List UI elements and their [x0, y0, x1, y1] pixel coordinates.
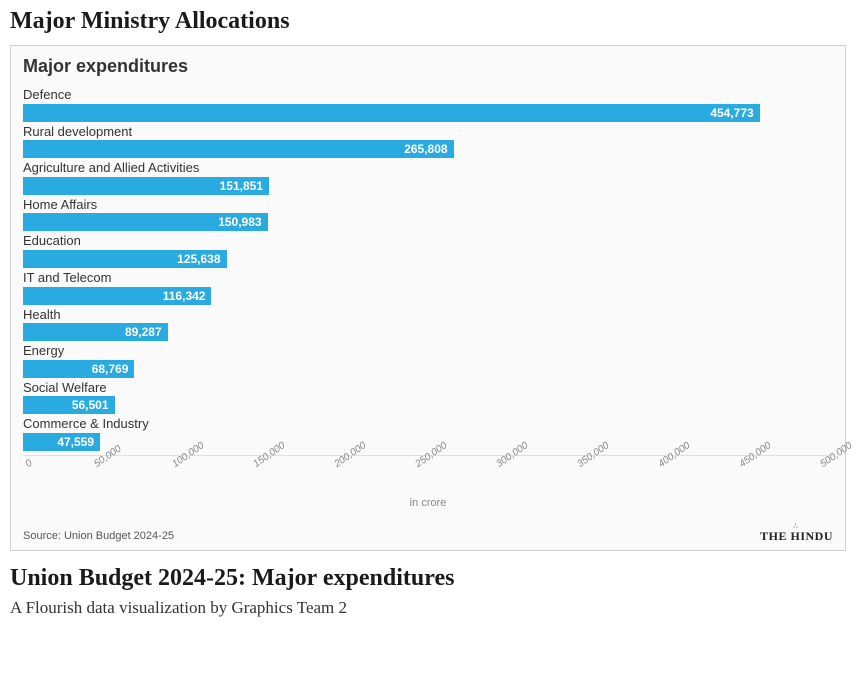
bar-label: Education	[23, 233, 833, 249]
bar-fill: 68,769	[23, 360, 134, 378]
bar-track: 89,287	[23, 323, 833, 341]
bar-fill: 56,501	[23, 396, 115, 414]
bar-fill: 89,287	[23, 323, 168, 341]
bar-value: 150,983	[218, 215, 261, 229]
bar-fill: 116,342	[23, 287, 211, 305]
source-text: Source: Union Budget 2024-25	[23, 530, 174, 542]
bar-track: 125,638	[23, 250, 833, 268]
bar-label: Home Affairs	[23, 197, 833, 213]
bar-label: Health	[23, 307, 833, 323]
bar-label: Commerce & Industry	[23, 416, 833, 432]
chart-title: Major expenditures	[23, 56, 833, 77]
source-row: Source: Union Budget 2024-25 ∴ THE HINDU	[23, 523, 833, 542]
bar-track: 454,773	[23, 104, 833, 122]
bar-value: 151,851	[220, 179, 263, 193]
bar-row: Defence 454,773	[23, 87, 833, 122]
bar-label: Energy	[23, 343, 833, 359]
bar-track: 56,501	[23, 396, 833, 414]
bar-row: Agriculture and Allied Activities 151,851	[23, 160, 833, 195]
bar-row: Home Affairs 150,983	[23, 197, 833, 232]
bar-value: 454,773	[710, 106, 753, 120]
footer-title: Union Budget 2024-25: Major expenditures	[10, 565, 846, 592]
chart-card: Major expenditures Defence 454,773 Rural d…	[10, 45, 846, 551]
bar-track: 151,851	[23, 177, 833, 195]
bar-value: 265,808	[404, 142, 447, 156]
bar-value: 56,501	[72, 398, 109, 412]
bar-fill: 47,559	[23, 433, 100, 451]
bar-track: 68,769	[23, 360, 833, 378]
bar-fill: 150,983	[23, 213, 268, 231]
bars-area: Defence 454,773 Rural development 265,808 Ag…	[23, 87, 833, 451]
bar-row: Health 89,287	[23, 307, 833, 342]
x-axis-label: in crore	[23, 497, 833, 509]
bar-track: 116,342	[23, 287, 833, 305]
bar-fill: 151,851	[23, 177, 269, 195]
bar-value: 68,769	[92, 362, 129, 376]
bar-fill: 454,773	[23, 104, 760, 122]
bar-row: IT and Telecom 116,342	[23, 270, 833, 305]
page-title: Major Ministry Allocations	[10, 8, 846, 35]
bar-track: 150,983	[23, 213, 833, 231]
bar-fill: 125,638	[23, 250, 227, 268]
bar-value: 47,559	[57, 435, 94, 449]
bar-row: Social Welfare 56,501	[23, 380, 833, 415]
publisher-logo-text: THE HINDU	[760, 530, 833, 542]
bar-row: Rural development 265,808	[23, 124, 833, 159]
publisher-logo: ∴ THE HINDU	[760, 523, 833, 542]
bar-value: 125,638	[177, 252, 220, 266]
bar-track: 265,808	[23, 140, 833, 158]
bar-label: IT and Telecom	[23, 270, 833, 286]
bar-label: Agriculture and Allied Activities	[23, 160, 833, 176]
bar-value: 89,287	[125, 325, 162, 339]
x-tick: 0	[20, 453, 34, 470]
bar-label: Defence	[23, 87, 833, 103]
bar-row: Energy 68,769	[23, 343, 833, 378]
footer-subtitle: A Flourish data visualization by Graphic…	[10, 598, 846, 618]
bar-label: Social Welfare	[23, 380, 833, 396]
bar-row: Education 125,638	[23, 233, 833, 268]
bar-fill: 265,808	[23, 140, 454, 158]
bar-value: 116,342	[163, 289, 206, 303]
x-axis: 050,000100,000150,000200,000250,000300,0…	[23, 455, 833, 495]
bar-label: Rural development	[23, 124, 833, 140]
